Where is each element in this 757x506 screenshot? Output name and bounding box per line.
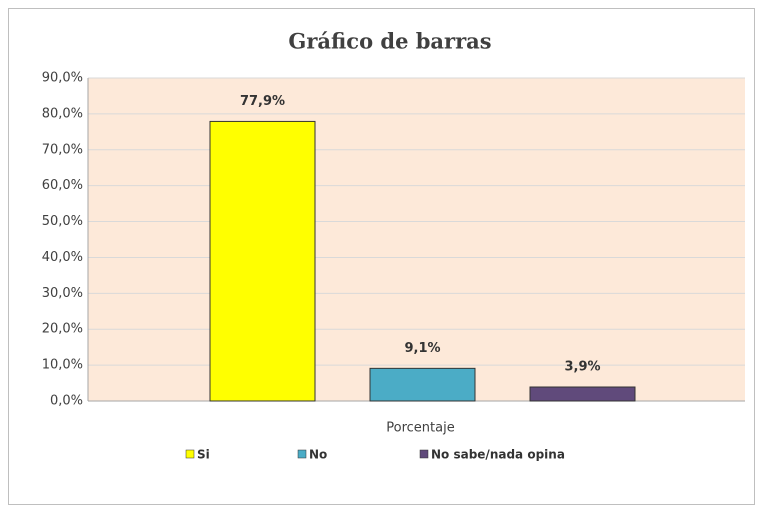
y-tick-label: 10,0%	[42, 358, 83, 373]
y-tick-label: 90,0%	[42, 71, 83, 86]
x-tick-label: Porcentaje	[386, 421, 454, 436]
legend-label: No sabe/nada opina	[431, 448, 565, 462]
y-tick-label: 30,0%	[42, 286, 83, 301]
legend-swatch	[185, 449, 195, 459]
y-tick-label: 0,0%	[50, 394, 83, 409]
y-tick-label: 20,0%	[42, 322, 83, 337]
value-label: 77,9%	[240, 94, 285, 109]
y-tick-label: 50,0%	[42, 214, 83, 229]
y-tick-label: 40,0%	[42, 250, 83, 265]
legend-swatch	[419, 449, 429, 459]
chart-title: Gráfico de barras	[288, 29, 491, 54]
y-tick-label: 60,0%	[42, 178, 83, 193]
legend-label: Si	[197, 448, 210, 462]
bar	[209, 120, 316, 402]
plot-area	[88, 78, 745, 401]
y-tick-label: 80,0%	[42, 106, 83, 121]
value-label: 9,1%	[404, 341, 440, 356]
bar	[529, 386, 636, 402]
y-tick-label: 70,0%	[42, 142, 83, 157]
legend-label: No	[309, 448, 327, 462]
value-label: 3,9%	[564, 360, 600, 375]
legend-swatch	[297, 449, 307, 459]
bar	[369, 367, 476, 402]
